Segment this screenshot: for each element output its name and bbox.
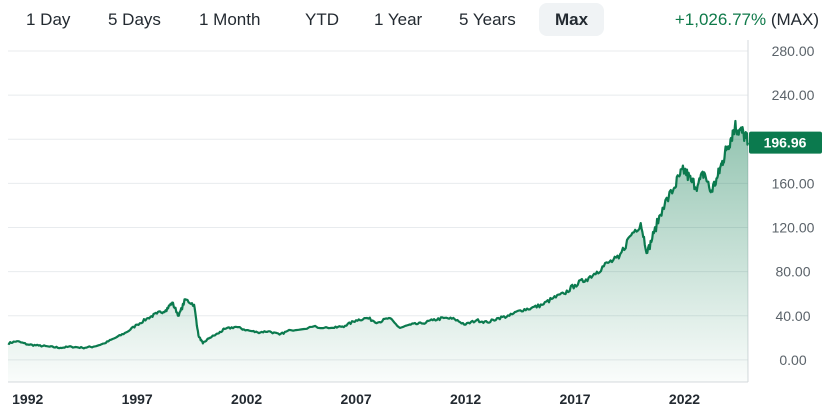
- y-tick-label: 280.00: [772, 43, 815, 59]
- range-selector: 1 Day 5 Days 1 Month YTD 1 Year 5 Years …: [0, 0, 831, 40]
- price-area: [8, 121, 748, 382]
- y-tick-label: 80.00: [775, 264, 810, 280]
- range-tab-1-month[interactable]: 1 Month: [199, 10, 261, 29]
- price-line: [7, 119, 750, 350]
- x-tick-label: 1992: [12, 391, 43, 407]
- performance-period: (MAX): [770, 10, 819, 29]
- performance-summary: +1,026.77% (MAX): [675, 3, 819, 36]
- range-tab-5-years[interactable]: 5 Years: [459, 10, 516, 29]
- y-tick-label: 160.00: [772, 175, 815, 191]
- y-tick-label: 40.00: [775, 308, 810, 324]
- x-tick-label: 2017: [559, 391, 590, 407]
- y-tick-label: 0.00: [779, 352, 806, 368]
- y-tick-label: 240.00: [772, 87, 815, 103]
- range-tab-ytd[interactable]: YTD: [305, 10, 339, 29]
- x-tick-label: 2002: [231, 391, 262, 407]
- range-tab-5-days[interactable]: 5 Days: [108, 10, 161, 29]
- x-tick-label: 2012: [450, 391, 481, 407]
- x-tick-label: 2022: [669, 391, 700, 407]
- range-tab-1-day[interactable]: 1 Day: [26, 10, 71, 29]
- y-tick-label: 120.00: [772, 220, 815, 236]
- x-tick-label: 1997: [122, 391, 153, 407]
- current-price-label: 196.96: [764, 135, 807, 151]
- range-tab-1-year[interactable]: 1 Year: [374, 10, 423, 29]
- performance-change: +1,026.77%: [674, 10, 767, 29]
- current-price-badge: [749, 131, 822, 154]
- x-tick-label: 2007: [341, 391, 372, 407]
- range-tab-max[interactable]: Max: [539, 3, 605, 36]
